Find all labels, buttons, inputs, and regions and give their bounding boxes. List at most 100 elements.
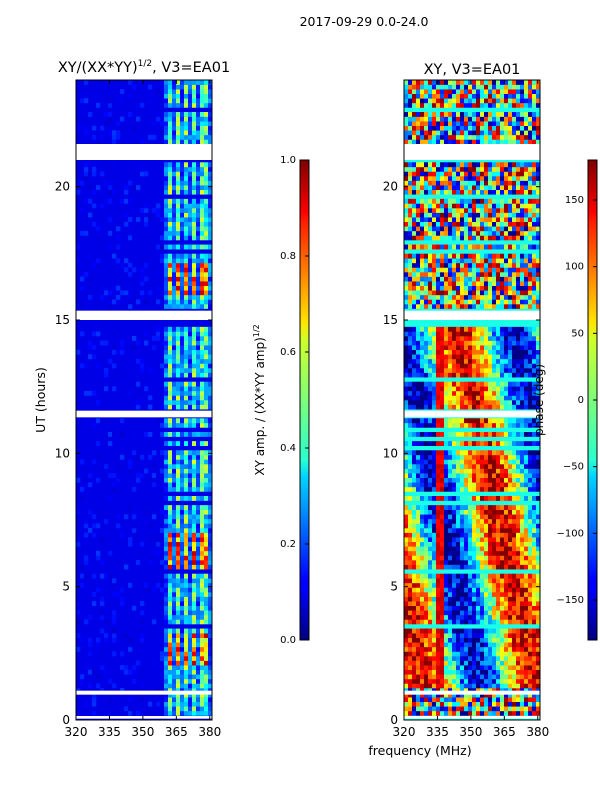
right-heatmap-cell (504, 692, 509, 698)
left-heatmap-cell (140, 208, 145, 213)
left-heatmap-cell (200, 646, 205, 652)
left-heatmap-cell (176, 660, 181, 666)
right-heatmap-cell (456, 422, 461, 428)
right-heatmap-cell (532, 633, 537, 639)
left-heatmap-cell (108, 358, 113, 364)
left-heatmap-cell (104, 372, 109, 378)
right-heatmap-cell (500, 509, 505, 515)
right-heatmap-cell (420, 395, 425, 401)
right-heatmap-cell (440, 418, 445, 424)
right-heatmap-cell (532, 482, 537, 488)
left-heatmap-cell (204, 692, 209, 698)
left-heatmap-cell (164, 336, 169, 341)
left-heatmap-cell (204, 601, 209, 607)
left-heatmap-cell (204, 354, 209, 360)
right-heatmap-cell (520, 656, 525, 661)
right-heatmap-cell (536, 628, 540, 634)
left-heatmap-cell (180, 185, 185, 191)
right-heatmap-cell (532, 276, 537, 282)
right-heatmap-cell (492, 683, 497, 689)
right-heatmap-cell (436, 610, 441, 616)
left-heatmap-cell (152, 532, 157, 538)
left-heatmap-cell (176, 468, 181, 474)
right-heatmap-cell (404, 532, 409, 538)
left-heatmap-cell (108, 112, 113, 117)
left-heatmap-cell (164, 166, 169, 172)
right-heatmap-cell (460, 605, 465, 611)
right-heatmap-cell (408, 701, 413, 707)
right-heatmap-cell (416, 340, 421, 346)
left-heatmap-cell (176, 550, 181, 556)
left-heatmap-cell (184, 116, 189, 122)
right-heatmap-cell (488, 482, 493, 488)
right-heatmap-cell (420, 537, 425, 543)
left-heatmap-cell (200, 678, 205, 684)
right-heatmap-cell (492, 400, 497, 405)
left-heatmap-cell (80, 276, 85, 282)
left-heatmap-cell (156, 285, 161, 291)
right-heatmap-cell (420, 281, 425, 287)
right-heatmap-cell (500, 528, 505, 533)
left-heatmap-cell (124, 198, 129, 204)
right-heatmap-cell (532, 605, 537, 611)
right-heatmap-cell (536, 710, 540, 716)
left-heatmap-cell (188, 578, 193, 584)
left-heatmap-cell (188, 614, 193, 620)
right-heatmap-cell (440, 596, 445, 602)
right-heatmap-cell (476, 541, 481, 547)
right-heatmap-cell (480, 381, 485, 387)
left-heatmap-cell (196, 537, 201, 543)
right-heatmap-cell (516, 354, 521, 360)
left-heatmap-cell (176, 89, 181, 95)
left-heatmap-cell (88, 198, 93, 204)
left-heatmap-cell (200, 372, 205, 378)
right-heatmap-cell (456, 619, 461, 625)
right-heatmap-cell (420, 482, 425, 488)
left-heatmap-cell (168, 464, 173, 469)
right-heatmap-cell (404, 555, 409, 561)
right-heatmap-cell (532, 285, 537, 291)
right-heatmap-cell (496, 509, 501, 515)
left-heatmap-cell (184, 285, 189, 291)
left-heatmap-cell (128, 198, 133, 204)
right-heatmap-cell (484, 560, 489, 565)
right-heatmap-cell (504, 582, 509, 588)
right-heatmap-cell (516, 601, 521, 607)
left-heatmap-cell (160, 468, 165, 474)
left-heatmap-cell (164, 592, 169, 597)
left-heatmap-cell (208, 189, 212, 195)
right-heatmap-cell (404, 697, 409, 703)
right-heatmap-cell (536, 272, 540, 277)
right-heatmap-cell (520, 509, 525, 515)
right-heatmap-cell (420, 372, 425, 378)
left-heatmap-cell (204, 656, 209, 661)
left-heatmap-cell (164, 198, 169, 204)
right-heatmap-cell (536, 395, 540, 401)
left-heatmap-cell (180, 619, 185, 625)
right-heatmap-cell (472, 710, 477, 716)
left-heatmap-cell (168, 550, 173, 556)
left-heatmap-cell (184, 582, 189, 588)
right-heatmap-cell (416, 464, 421, 469)
left-heatmap-cell (80, 208, 85, 213)
right-heatmap-cell (468, 514, 473, 520)
left-heatmap-cell (188, 619, 193, 625)
left-heatmap-cell (184, 253, 189, 259)
right-heatmap-cell (448, 276, 453, 282)
left-heatmap-cell (108, 564, 113, 570)
right-heatmap-cell (424, 468, 429, 474)
right-heatmap-cell (484, 701, 489, 707)
right-heatmap-cell (516, 509, 521, 515)
right-heatmap-cell (448, 651, 453, 657)
left-heatmap-cell (208, 112, 212, 117)
left-heatmap-cell (180, 473, 185, 479)
right-heatmap-cell (504, 400, 509, 405)
right-heatmap-cell (464, 482, 469, 488)
right-heatmap-cell (528, 345, 533, 351)
left-heatmap-cell (140, 610, 145, 616)
right-heatmap-cell (452, 336, 457, 341)
flagged-band (76, 690, 212, 695)
right-heatmap-cell (448, 573, 453, 579)
right-heatmap-cell (508, 432, 513, 437)
right-heatmap-cell (484, 432, 489, 437)
